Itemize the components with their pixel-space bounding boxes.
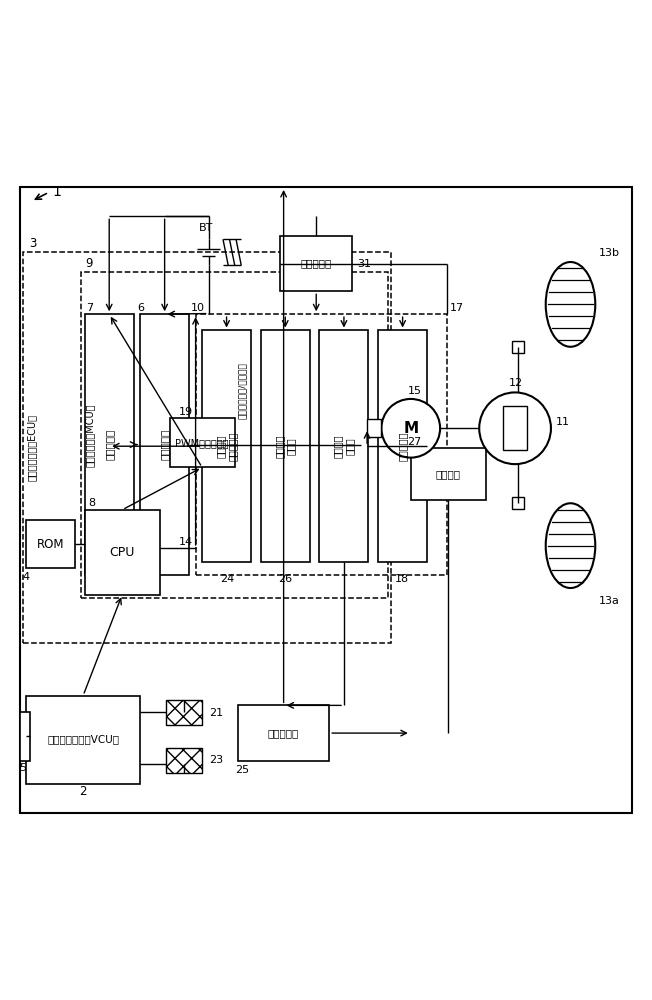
Text: 10: 10 <box>191 303 205 313</box>
Text: 4: 4 <box>23 572 30 582</box>
Text: 驻车状态
检测部: 驻车状态 检测部 <box>274 434 296 458</box>
Text: 14: 14 <box>179 537 194 547</box>
Ellipse shape <box>546 262 595 347</box>
Bar <box>20 712 30 761</box>
Bar <box>503 406 527 450</box>
Text: 预驱动器部: 预驱动器部 <box>104 429 114 460</box>
Circle shape <box>381 399 440 458</box>
Bar <box>85 510 160 595</box>
Bar <box>82 272 388 598</box>
Bar <box>166 748 202 773</box>
Bar <box>140 314 189 575</box>
Text: 13a: 13a <box>599 596 619 606</box>
Text: 马达控制部（MCU）: 马达控制部（MCU） <box>85 403 95 467</box>
Text: M: M <box>403 421 419 436</box>
Text: 1: 1 <box>52 185 61 199</box>
Text: BT: BT <box>199 223 213 233</box>
Text: 31: 31 <box>357 259 371 269</box>
Bar <box>367 419 381 437</box>
Text: 9: 9 <box>85 257 93 270</box>
Bar <box>238 705 329 761</box>
Text: 15: 15 <box>408 386 421 396</box>
Bar <box>378 330 427 562</box>
Text: CPU: CPU <box>110 546 135 559</box>
Text: 25: 25 <box>235 765 249 775</box>
Text: PWM信号生成部: PWM信号生成部 <box>175 438 229 448</box>
Text: 车辆控制装置（VCU）: 车辆控制装置（VCU） <box>47 735 119 745</box>
Bar <box>261 330 310 562</box>
Bar <box>170 418 235 467</box>
Text: 逆变器电路: 逆变器电路 <box>160 429 170 460</box>
Bar <box>196 314 447 575</box>
Text: 5: 5 <box>19 763 26 773</box>
Ellipse shape <box>546 503 595 588</box>
Text: 6: 6 <box>137 303 144 313</box>
Text: 车速传感器: 车速传感器 <box>301 259 332 269</box>
Text: 26: 26 <box>278 574 293 584</box>
Bar <box>202 330 251 562</box>
Bar <box>512 497 524 509</box>
Bar <box>26 520 75 568</box>
Text: 7: 7 <box>86 303 93 313</box>
Text: 8: 8 <box>88 498 95 508</box>
Circle shape <box>479 392 551 464</box>
Text: 制动控制部: 制动控制部 <box>268 728 299 738</box>
Bar <box>319 330 368 562</box>
Bar <box>512 341 524 353</box>
Text: 24: 24 <box>220 574 234 584</box>
Text: 18: 18 <box>395 574 409 584</box>
Text: ROM: ROM <box>37 538 65 551</box>
Text: 13b: 13b <box>599 247 619 257</box>
Text: 2: 2 <box>80 785 87 798</box>
Text: 制动机构: 制动机构 <box>436 469 461 479</box>
Text: 驻车锁止
解除部: 驻车锁止 解除部 <box>333 434 355 458</box>
Text: 27: 27 <box>408 437 422 447</box>
Text: 电子控制单元（ECU）: 电子控制单元（ECU） <box>26 414 37 481</box>
Text: 马达驱动部: 马达驱动部 <box>398 432 408 461</box>
Text: 17: 17 <box>450 303 464 313</box>
Text: 3: 3 <box>29 237 37 250</box>
Text: 21: 21 <box>209 708 223 718</box>
Bar <box>166 700 202 725</box>
Bar <box>85 314 134 575</box>
Bar <box>411 448 486 500</box>
Text: 驻车锁止
信号检测部: 驻车锁止 信号检测部 <box>216 432 237 461</box>
Text: 驻车锁止指示/解除信号: 驻车锁止指示/解除信号 <box>238 362 247 419</box>
Bar <box>26 696 140 784</box>
Bar <box>23 252 391 643</box>
Text: 12: 12 <box>509 378 523 388</box>
Bar <box>280 236 352 291</box>
Text: 19: 19 <box>179 407 194 417</box>
Text: 23: 23 <box>209 755 223 765</box>
Text: 11: 11 <box>556 417 570 427</box>
